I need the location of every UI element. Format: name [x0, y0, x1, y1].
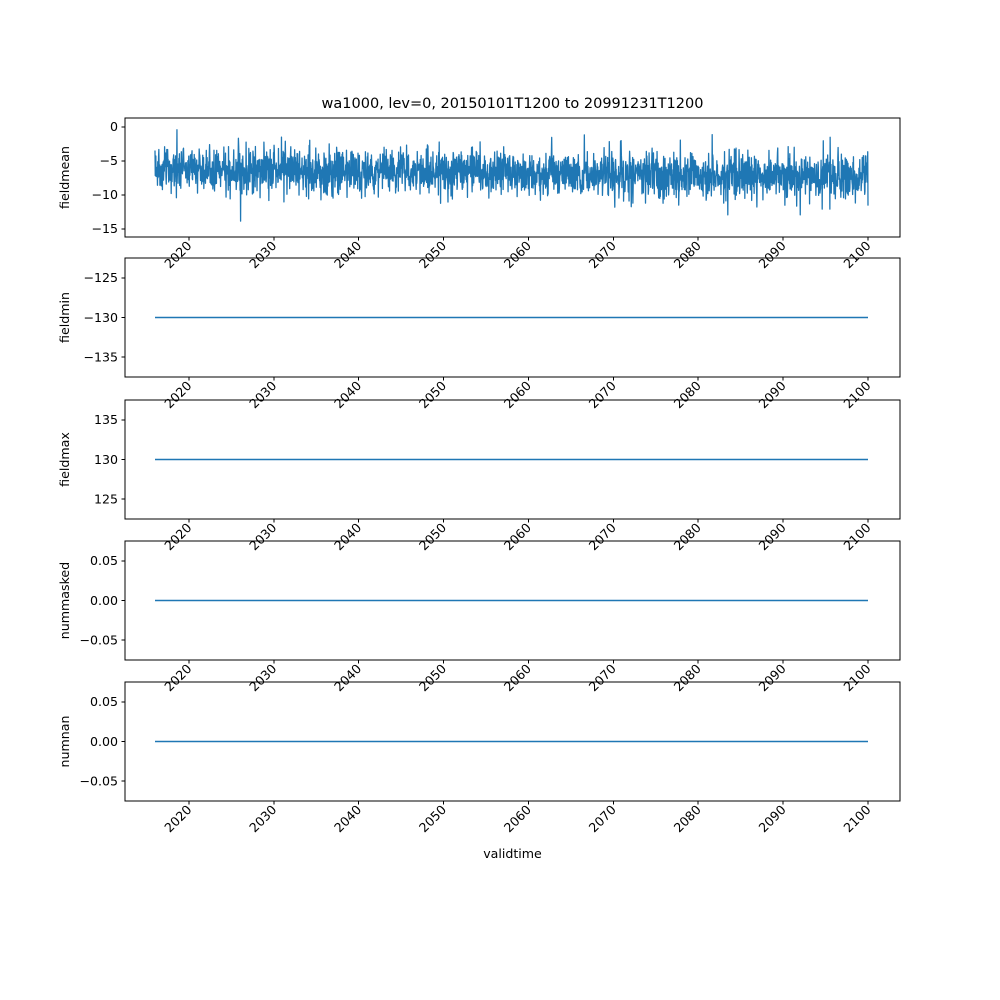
y-axis-label-fieldmax: fieldmax: [57, 432, 72, 487]
y-tick-label: −0.05: [79, 633, 118, 648]
y-axis-label-fieldmean: fieldmean: [57, 146, 72, 209]
y-tick-label: 130: [94, 452, 118, 467]
y-axis-label-numnan: numnan: [57, 716, 72, 768]
y-tick-label: 0.00: [90, 593, 118, 608]
y-tick-label: −130: [83, 310, 118, 325]
y-axis-label-nummasked: nummasked: [57, 562, 72, 639]
y-axis-label-fieldmin: fieldmin: [57, 292, 72, 343]
y-tick-label: 135: [94, 412, 118, 427]
y-tick-label: −0.05: [79, 774, 118, 789]
y-tick-label: −135: [83, 350, 118, 365]
y-tick-label: 0: [110, 119, 118, 134]
y-tick-label: 125: [94, 492, 118, 507]
y-tick-label: 0.00: [90, 734, 118, 749]
data-line-fieldmean: [154, 129, 869, 222]
axes-frame: [124, 117, 901, 238]
y-tick-label: 0.05: [90, 553, 118, 568]
chart-title: wa1000, lev=0, 20150101T1200 to 20991231…: [322, 96, 704, 112]
y-tick-label: 0.05: [90, 694, 118, 709]
y-tick-label: −125: [83, 270, 118, 285]
y-tick-label: −10: [91, 187, 118, 202]
y-tick-label: −15: [91, 221, 118, 236]
x-axis-label: validtime: [483, 846, 542, 861]
y-tick-label: −5: [99, 153, 118, 168]
